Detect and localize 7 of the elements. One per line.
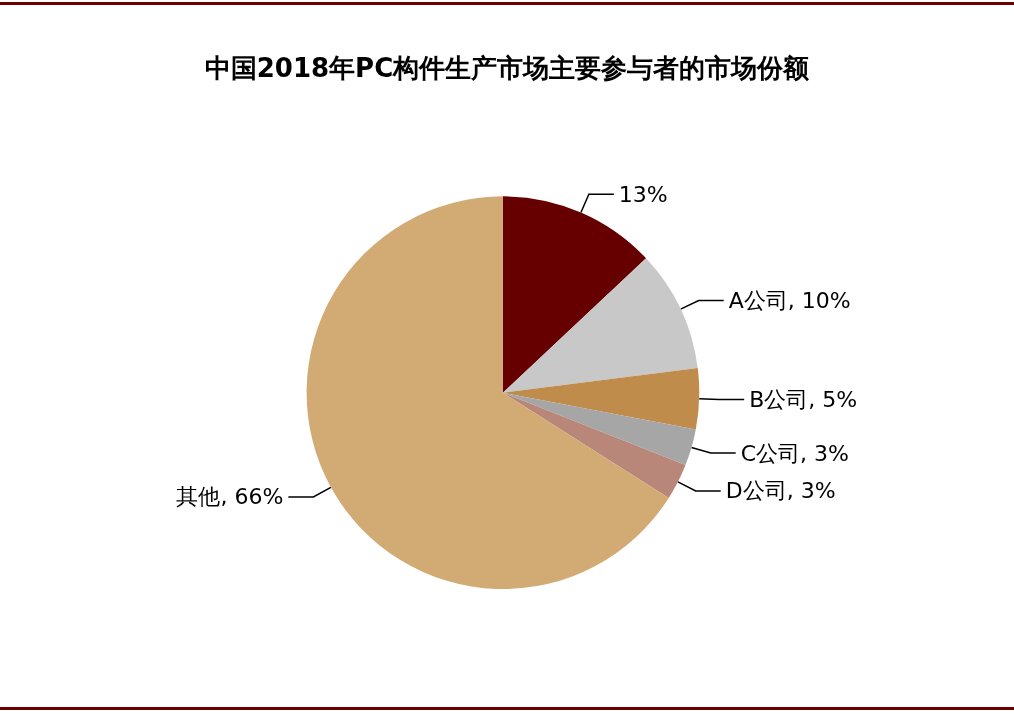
- slice-label: C公司, 3%: [740, 440, 849, 466]
- slice-label: B公司, 5%: [749, 387, 858, 412]
- slice-label: 其他, 66%: [176, 484, 284, 510]
- chart-title: 中国2018年PC构件生产市场主要参与者的市场份额: [204, 53, 811, 83]
- slice-label: A公司, 10%: [728, 288, 851, 314]
- data-label: 13%: [618, 181, 668, 207]
- slice-label: D公司, 3%: [725, 478, 836, 504]
